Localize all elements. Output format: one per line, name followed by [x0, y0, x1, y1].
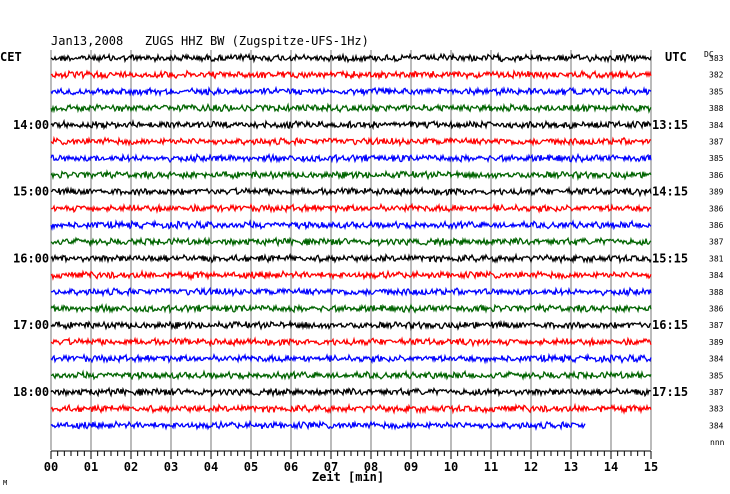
seismic-trace	[50, 269, 652, 282]
cet-time-label: 14:00	[13, 118, 49, 132]
dc-value: 388	[709, 288, 724, 297]
x-tick-label: 02	[124, 460, 138, 474]
cet-label: CET	[0, 50, 22, 64]
seismic-trace	[50, 85, 652, 98]
seismic-trace	[50, 135, 652, 148]
seismic-trace	[50, 152, 652, 164]
seismic-trace	[50, 302, 652, 315]
dc-value: 386	[709, 305, 724, 314]
x-axis: 00 01 02 03 04 05 06 07 08 09 10 11 12 13 14 15	[44, 450, 658, 474]
seismic-trace	[50, 69, 652, 81]
x-tick-label: 13	[564, 460, 578, 474]
seismic-trace	[50, 386, 652, 398]
x-tick-label: 15	[644, 460, 658, 474]
seismic-trace	[50, 118, 652, 131]
seismic-trace	[50, 169, 652, 181]
dc-value: 383	[709, 54, 724, 63]
seismic-trace	[50, 369, 652, 381]
cet-time-label: 16:00	[13, 251, 49, 265]
dc-value: 384	[709, 421, 724, 430]
dc-value: 386	[709, 221, 724, 230]
dc-value: 387	[709, 388, 724, 397]
dc-value: 386	[709, 204, 724, 213]
seismic-trace	[50, 336, 652, 348]
dc-value: 388	[709, 104, 724, 113]
utc-time-label: 16:15	[652, 318, 688, 332]
utc-time-label: 14:15	[652, 185, 688, 199]
seismic-trace	[51, 286, 652, 298]
cet-time-label: 17:00	[13, 318, 49, 332]
footer-right-code: nnn	[710, 438, 725, 447]
seismic-trace	[50, 319, 652, 332]
seismic-trace	[50, 236, 652, 248]
chart-title: Jan13,2008 ZUGS HHZ BW (Zugspitze-UFS-1H…	[51, 34, 369, 48]
dc-value: 385	[709, 87, 724, 96]
x-tick-label: 03	[164, 460, 178, 474]
dc-label: DC	[704, 50, 714, 59]
x-tick-label: 14	[604, 460, 618, 474]
x-tick-label: 06	[284, 460, 298, 474]
x-axis-label: Zeit [min]	[312, 470, 384, 484]
dc-value: 385	[709, 371, 724, 380]
dc-value: 386	[709, 171, 724, 180]
seismic-trace	[50, 102, 652, 114]
dc-value: 382	[709, 71, 724, 80]
dc-value: 387	[709, 321, 724, 330]
trace-group	[50, 51, 652, 432]
grid-lines	[50, 50, 652, 450]
x-tick-label: 10	[444, 460, 458, 474]
labels: Jan13,2008 ZUGS HHZ BW (Zugspitze-UFS-1H…	[0, 34, 725, 487]
x-tick-label: 07	[324, 460, 338, 474]
x-tick-label: 01	[84, 460, 98, 474]
seismic-trace	[50, 402, 652, 415]
dc-value: 383	[709, 405, 724, 414]
x-tick-label: 11	[484, 460, 498, 474]
utc-time-label: 17:15	[652, 385, 688, 399]
utc-label: UTC	[665, 50, 687, 64]
seismic-trace	[50, 218, 652, 231]
dc-value: 384	[709, 271, 724, 280]
x-tick-label: 08	[364, 460, 378, 474]
dc-value: 389	[709, 338, 724, 347]
x-tick-label: 12	[524, 460, 538, 474]
seismic-trace	[50, 185, 652, 198]
x-tick-label: 04	[204, 460, 218, 474]
x-tick-label: 05	[244, 460, 258, 474]
cet-time-label: 18:00	[13, 385, 49, 399]
cet-time-label: 15:00	[13, 185, 49, 199]
seismic-trace	[50, 252, 652, 265]
dc-value: 381	[709, 254, 724, 263]
dc-value: 384	[709, 121, 724, 130]
seismic-trace	[50, 352, 652, 365]
dc-value: 387	[709, 238, 724, 247]
x-tick-label: 09	[404, 460, 418, 474]
footer-left-mark: M	[3, 479, 7, 487]
x-tick-label: 00	[44, 460, 58, 474]
seismic-trace	[50, 202, 652, 215]
dc-value: 387	[709, 138, 724, 147]
utc-time-label: 15:15	[652, 251, 688, 265]
utc-time-label: 13:15	[652, 118, 688, 132]
dc-value: 385	[709, 154, 724, 163]
dc-value: 384	[709, 355, 724, 364]
dc-value: 389	[709, 188, 724, 197]
seismic-trace	[50, 419, 586, 432]
seismic-trace	[50, 51, 652, 64]
